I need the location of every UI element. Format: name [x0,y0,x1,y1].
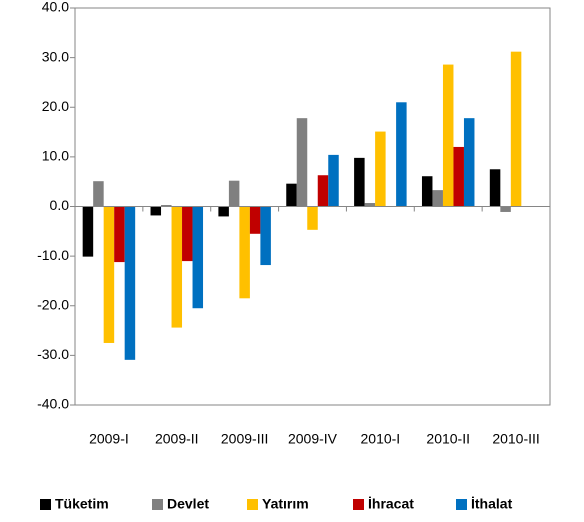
bar [93,181,104,207]
y-tick-label: -20.0 [37,296,69,312]
bar [421,176,433,207]
bar [218,206,229,217]
bar [396,102,407,207]
bar [375,131,386,207]
bar [260,206,271,266]
bar [354,157,365,207]
bar [114,206,125,263]
legend-swatch [456,499,467,510]
legend-swatch [40,499,51,510]
bar [328,154,339,207]
legend-label: İthalat [471,496,513,512]
bar [307,206,318,230]
bar [432,190,443,207]
bar [239,206,250,299]
bar [500,206,511,212]
x-tick-label: 2009-III [221,431,268,447]
bar [124,206,136,360]
y-tick-label: 20.0 [42,98,69,114]
x-tick-label: 2009-I [89,431,129,447]
legend-label: Yatırım [262,496,309,512]
x-tick-label: 2010-II [426,431,470,447]
x-tick-label: 2010-I [361,431,401,447]
bar [442,64,454,207]
bar [103,206,115,343]
bar [228,180,240,207]
legend-label: Tüketim [55,496,109,512]
bar [192,206,204,309]
legend-swatch [152,499,163,510]
bar [463,118,475,207]
x-tick-label: 2010-III [492,431,539,447]
legend-label: İhracat [368,496,414,512]
bar [489,169,501,207]
x-tick-label: 2009-II [155,431,199,447]
legend-swatch [353,499,364,510]
bar [317,175,329,207]
y-tick-label: 0.0 [50,197,70,213]
bar [286,183,297,207]
bar [364,203,376,207]
bar [182,206,193,262]
bar [161,205,172,207]
bar [82,206,94,257]
legend-swatch [247,499,258,510]
bar [150,206,162,216]
bar [510,51,522,207]
bar [171,206,183,328]
y-tick-label: 10.0 [42,148,69,164]
bar [453,146,464,207]
x-tick-label: 2009-IV [288,431,338,447]
y-tick-label: 40.0 [42,0,69,15]
y-tick-label: -30.0 [37,346,69,362]
legend-label: Devlet [167,496,209,512]
bar [249,206,261,234]
y-tick-label: -10.0 [37,247,69,263]
y-tick-label: -40.0 [37,396,69,412]
y-tick-label: 30.0 [42,48,69,64]
bar [296,118,308,207]
